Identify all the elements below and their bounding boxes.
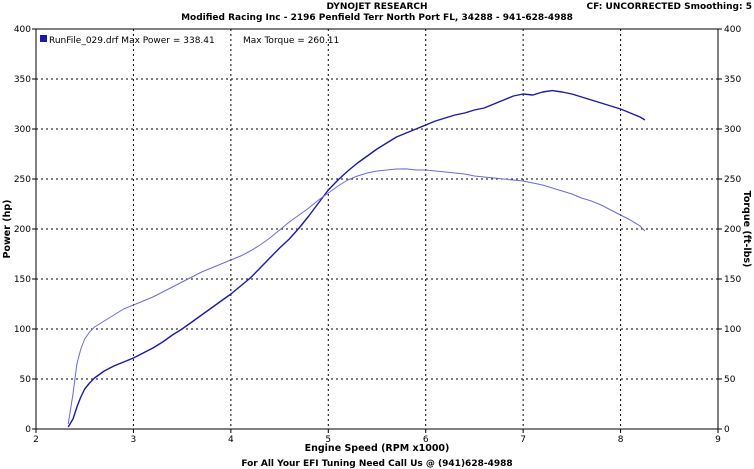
legend-swatch — [40, 35, 47, 42]
legend: RunFile_029.drf Max Power = 338.41 Max T… — [40, 35, 339, 46]
footer-text: For All Your EFI Tuning Need Call Us @ (… — [241, 459, 513, 469]
legend-run-label: RunFile_029.drf Max Power = 338.41 — [49, 36, 215, 46]
y2-tick-label: 100 — [724, 325, 741, 335]
y2-tick-label: 200 — [724, 225, 741, 235]
y2-tick-label: 400 — [724, 25, 741, 35]
y-tick-label: 300 — [14, 125, 31, 135]
y-axis-label: Power (hp) — [2, 200, 13, 259]
y2-axis-label: Torque (ft-lbs) — [741, 191, 752, 268]
y-tick-label: 200 — [14, 225, 31, 235]
y-tick-label: 150 — [14, 275, 31, 285]
x-tick-label: 5 — [325, 435, 331, 445]
x-tick-label: 6 — [423, 435, 429, 445]
chart-title: DYNOJET RESEARCH — [326, 2, 428, 12]
y-tick-label: 100 — [14, 325, 31, 335]
y2-tick-label: 150 — [724, 275, 741, 285]
y-tick-label: 0 — [25, 425, 31, 435]
y2-tick-label: 250 — [724, 175, 741, 185]
x-tick-label: 3 — [131, 435, 137, 445]
x-tick-label: 9 — [715, 435, 721, 445]
x-tick-label: 2 — [33, 435, 39, 445]
x-tick-label: 8 — [618, 435, 624, 445]
legend-max-torque-label: Max Torque = 260.11 — [243, 36, 339, 46]
y2-tick-label: 0 — [724, 425, 730, 435]
x-tick-label: 4 — [228, 435, 234, 445]
y2-tick-label: 50 — [724, 375, 736, 385]
y-tick-label: 50 — [20, 375, 32, 385]
y-tick-label: 250 — [14, 175, 31, 185]
x-axis-label: Engine Speed (RPM x1000) — [305, 443, 450, 454]
y2-tick-label: 350 — [724, 75, 741, 85]
chart-subtitle: Modified Racing Inc - 2196 Penfield Terr… — [181, 13, 573, 23]
x-tick-label: 7 — [520, 435, 526, 445]
series-line-power — [67, 89, 646, 428]
y-tick-label: 400 — [14, 25, 31, 35]
y-tick-label: 350 — [14, 75, 31, 85]
correction-smoothing-label: CF: UNCORRECTED Smoothing: 5 — [586, 2, 752, 12]
y2-tick-label: 300 — [724, 125, 741, 135]
series-line-torque — [67, 168, 646, 425]
